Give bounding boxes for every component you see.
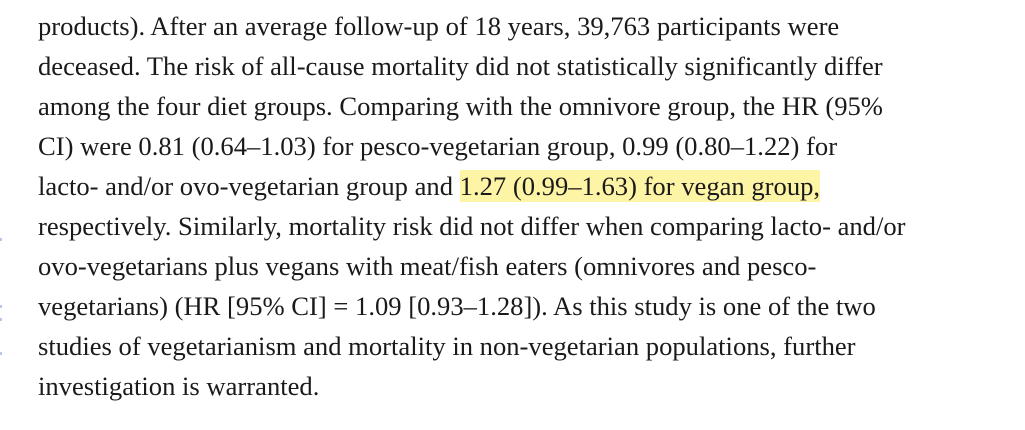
text-line: products). After an average follow-up of…	[38, 11, 840, 41]
margin-marker	[0, 238, 2, 241]
highlighted-text[interactable]: 1.27 (0.99–1.63) for vegan group,	[459, 170, 821, 202]
margin-marker	[0, 305, 2, 308]
text-line: among the four diet groups. Comparing wi…	[38, 91, 883, 121]
text-line: ovo-vegetarians plus vegans with meat/fi…	[38, 251, 817, 281]
text-line-with-highlight: lacto- and/or ovo-vegetarian group and 1…	[38, 166, 1018, 206]
text-line: CI) were 0.81 (0.64–1.03) for pesco-vege…	[38, 131, 838, 161]
text-line: vegetarians) (HR [95% CI] = 1.09 [0.93–1…	[38, 291, 876, 321]
margin-marker	[0, 352, 2, 355]
text-line: investigation is warranted.	[38, 371, 320, 401]
text-line: respectively. Similarly, mortality risk …	[38, 211, 906, 241]
text-line: studies of vegetarianism and mortality i…	[38, 331, 856, 361]
text-segment: lacto- and/or ovo-vegetarian group and	[38, 171, 460, 201]
margin-marker	[0, 318, 2, 321]
text-line: deceased. The risk of all-cause mortalit…	[38, 51, 883, 81]
abstract-paragraph: products). After an average follow-up of…	[38, 6, 1018, 406]
